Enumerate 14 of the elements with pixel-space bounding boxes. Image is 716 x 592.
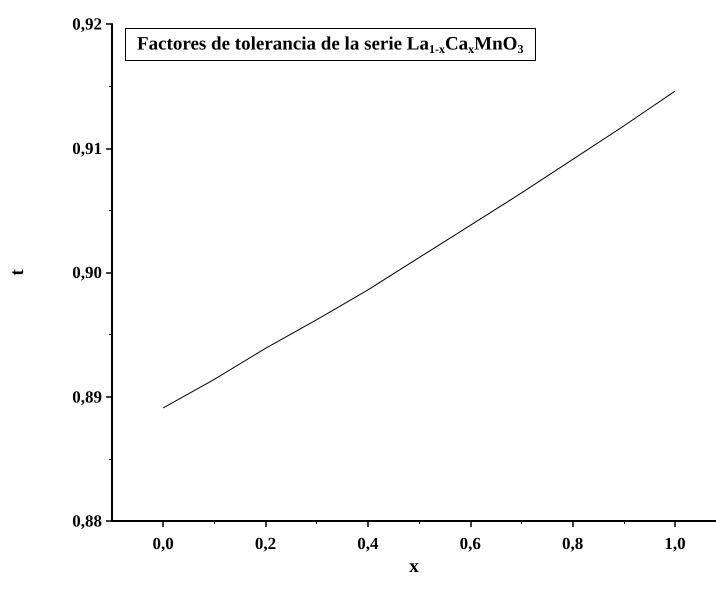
x-tick-label: 0,4	[357, 534, 380, 553]
y-tick-label: 0,92	[72, 14, 102, 34]
x-tick-label: 0,6	[460, 534, 481, 553]
y-axis-title: t	[7, 268, 28, 276]
x-tick-label: 1,0	[664, 534, 686, 553]
x-tick-label: 0,2	[254, 534, 276, 553]
line-series	[162, 90, 676, 408]
y-tick-label: 0,90	[72, 263, 102, 282]
y-tick-label: 0,91	[72, 138, 102, 158]
y-tick-label: 0,88	[72, 512, 102, 530]
x-tick-label: 0,8	[562, 534, 584, 553]
x-tick-label: 0,0	[152, 534, 174, 553]
x-axis-title: x	[409, 556, 420, 577]
y-tick-label: 0,89	[72, 387, 102, 406]
